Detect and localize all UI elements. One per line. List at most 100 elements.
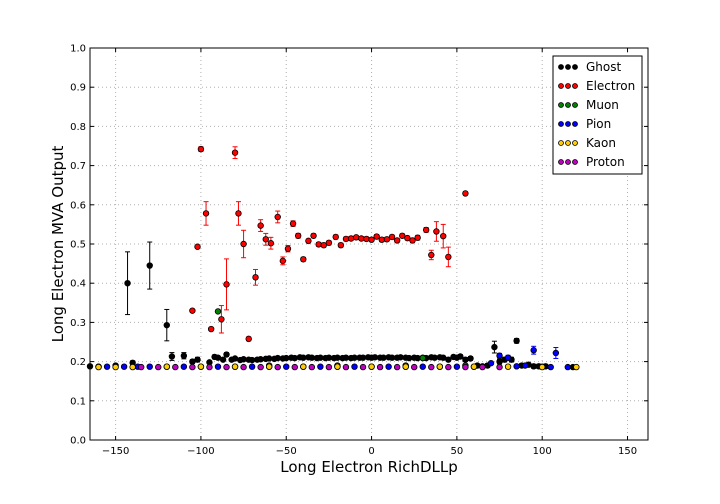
data-point	[347, 235, 355, 242]
x-tick-label: 150	[618, 446, 637, 457]
data-point	[496, 363, 503, 371]
data-point	[539, 363, 546, 371]
data-point	[283, 363, 290, 370]
data-point	[337, 241, 345, 249]
data-point	[284, 245, 292, 252]
data-point	[240, 363, 247, 371]
legend-item-ghost: Ghost	[558, 60, 621, 74]
data-point	[368, 236, 375, 243]
data-point	[325, 363, 333, 371]
data-point	[393, 363, 401, 371]
legend-marker	[558, 159, 564, 165]
data-point	[112, 363, 119, 371]
data-point	[428, 363, 435, 371]
data-point	[419, 363, 426, 370]
y-tick-label: 0.9	[70, 83, 86, 94]
data-point	[223, 281, 230, 288]
data-point	[197, 363, 205, 370]
data-point	[300, 363, 307, 370]
legend-marker	[572, 159, 578, 165]
data-point	[487, 359, 495, 367]
data-point	[504, 363, 512, 370]
y-tick-label: 0.5	[70, 240, 86, 251]
data-point	[189, 363, 196, 371]
legend-marker	[558, 64, 564, 70]
data-point	[491, 343, 498, 351]
data-point	[419, 354, 426, 362]
legend-marker	[565, 159, 571, 165]
data-point	[479, 363, 486, 371]
legend-label: Kaon	[586, 136, 616, 150]
x-tick-label: 100	[533, 446, 552, 457]
data-point	[240, 240, 247, 248]
legend-marker	[572, 140, 578, 146]
y-tick-label: 0.3	[70, 318, 86, 329]
x-tick-label: −100	[187, 446, 214, 457]
data-point	[168, 353, 176, 360]
data-point	[231, 149, 239, 156]
x-axis-title: Long Electron RichDLLp	[280, 458, 458, 476]
data-point	[462, 356, 469, 363]
data-point	[457, 353, 464, 360]
data-point	[172, 363, 179, 371]
data-point	[402, 363, 409, 370]
data-point	[207, 325, 215, 333]
data-point	[308, 363, 316, 371]
series-electron	[189, 145, 469, 343]
data-point	[385, 363, 392, 370]
data-point	[305, 237, 312, 245]
y-tick-label: 0.7	[70, 161, 86, 172]
data-point	[223, 351, 230, 358]
data-point	[163, 321, 170, 329]
data-point	[445, 356, 452, 363]
data-point	[414, 234, 421, 241]
y-tick-label: 0.2	[70, 357, 86, 368]
legend-item-proton: Proton	[558, 155, 625, 169]
data-point	[223, 363, 230, 371]
legend-label: Pion	[586, 117, 611, 131]
data-point	[279, 257, 287, 265]
data-point	[214, 363, 222, 370]
data-point	[433, 228, 440, 235]
data-point	[445, 253, 452, 261]
x-tick-label: 0	[368, 446, 374, 457]
data-point	[202, 210, 210, 217]
data-point	[334, 363, 341, 370]
legend-marker	[558, 121, 564, 127]
data-point	[124, 280, 131, 287]
legend-box	[552, 55, 643, 175]
y-tick-label: 0.8	[70, 122, 86, 133]
legend-marker	[558, 83, 564, 89]
data-point	[467, 355, 474, 362]
data-point	[315, 241, 322, 248]
series-ghost	[86, 241, 577, 371]
x-tick-label: 50	[451, 446, 464, 457]
data-point	[274, 213, 281, 221]
data-point	[180, 352, 188, 359]
data-point	[194, 243, 201, 250]
data-point	[552, 349, 560, 357]
data-point	[351, 363, 358, 370]
legend-label: Ghost	[586, 60, 621, 74]
data-point	[294, 232, 302, 239]
data-point	[245, 335, 252, 343]
legend-marker	[558, 102, 564, 108]
data-point	[214, 308, 222, 315]
y-axis-title: Long Electron MVA Output	[49, 146, 67, 343]
data-point	[129, 363, 136, 371]
data-point	[440, 232, 447, 240]
data-point	[219, 356, 227, 363]
data-point	[573, 363, 580, 371]
data-point	[163, 363, 170, 370]
data-point	[422, 226, 430, 234]
legend-item-muon: Muon	[558, 98, 619, 112]
data-point	[267, 240, 275, 247]
legend-item-pion: Pion	[558, 117, 611, 131]
legend-marker	[565, 140, 571, 146]
data-point	[547, 363, 554, 371]
y-tick-label: 0.1	[70, 396, 86, 407]
legend-label: Electron	[586, 79, 635, 93]
data-point	[265, 363, 273, 370]
legend-marker	[565, 121, 571, 127]
data-point	[103, 363, 111, 370]
